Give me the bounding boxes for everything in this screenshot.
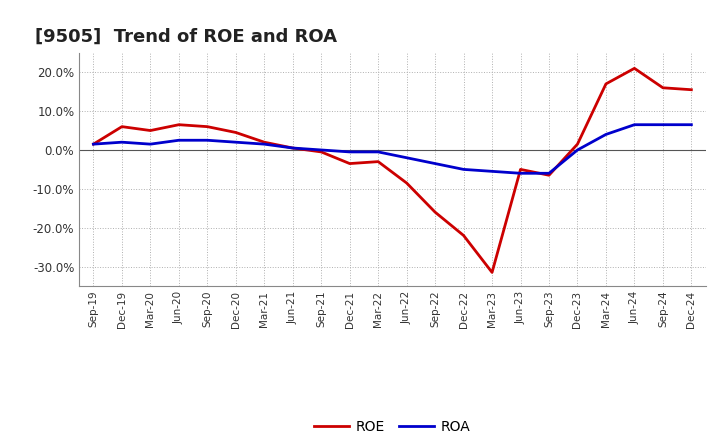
ROA	[545, 171, 554, 176]
ROE	[203, 124, 212, 129]
ROA	[431, 161, 439, 166]
ROA	[602, 132, 611, 137]
ROE	[346, 161, 354, 166]
ROE	[146, 128, 155, 133]
ROA	[487, 169, 496, 174]
ROE	[545, 172, 554, 178]
Line: ROE: ROE	[94, 68, 691, 272]
ROE	[459, 233, 468, 238]
ROE	[659, 85, 667, 91]
ROE	[317, 149, 325, 154]
ROA	[573, 147, 582, 153]
ROE	[289, 145, 297, 150]
ROA	[289, 145, 297, 150]
ROE	[402, 180, 411, 186]
ROE	[374, 159, 382, 164]
ROE	[487, 270, 496, 275]
ROA	[174, 138, 183, 143]
Legend: ROE, ROA: ROE, ROA	[309, 414, 476, 439]
ROE	[232, 130, 240, 135]
ROE	[431, 209, 439, 215]
ROE	[260, 139, 269, 145]
ROA	[260, 142, 269, 147]
ROE	[573, 142, 582, 147]
ROA	[374, 149, 382, 154]
ROE	[89, 142, 98, 147]
ROA	[630, 122, 639, 127]
ROA	[659, 122, 667, 127]
ROE	[687, 87, 696, 92]
ROE	[174, 122, 183, 127]
ROA	[117, 139, 126, 145]
Text: [9505]  Trend of ROE and ROA: [9505] Trend of ROE and ROA	[35, 28, 338, 46]
ROA	[687, 122, 696, 127]
ROA	[402, 155, 411, 160]
ROA	[516, 171, 525, 176]
ROA	[203, 138, 212, 143]
ROA	[317, 147, 325, 153]
ROA	[232, 139, 240, 145]
ROE	[630, 66, 639, 71]
ROE	[516, 167, 525, 172]
ROE	[602, 81, 611, 87]
ROA	[346, 149, 354, 154]
ROA	[146, 142, 155, 147]
Line: ROA: ROA	[94, 125, 691, 173]
ROA	[459, 167, 468, 172]
ROA	[89, 142, 98, 147]
ROE	[117, 124, 126, 129]
